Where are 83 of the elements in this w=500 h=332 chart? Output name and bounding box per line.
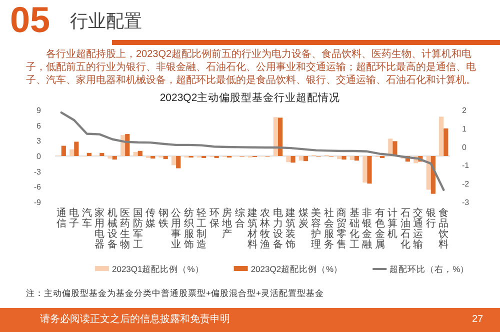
x-tick-label: 公用事业 bbox=[171, 207, 182, 250]
legend-label: 2023Q2超配比例（%） bbox=[250, 264, 343, 274]
x-tick-label: 汽车 bbox=[82, 207, 92, 230]
bar bbox=[342, 156, 346, 160]
text: 05 bbox=[10, 0, 50, 40]
bar bbox=[362, 156, 368, 183]
x-tick-label: 房地产 bbox=[221, 207, 232, 240]
bar bbox=[171, 156, 176, 166]
bar bbox=[354, 156, 360, 161]
y-tick-label: -3 bbox=[34, 167, 42, 176]
bar bbox=[70, 149, 74, 156]
x-tick-label: 美容护理 bbox=[310, 207, 322, 250]
bar bbox=[426, 156, 431, 190]
y2-tick-label: 1 bbox=[462, 124, 467, 134]
bar bbox=[176, 156, 181, 168]
bar bbox=[108, 156, 112, 159]
bar bbox=[278, 118, 283, 156]
x-tick-label: 非银金融 bbox=[361, 207, 372, 250]
bar bbox=[138, 150, 142, 156]
x-tick-label: 有色金属 bbox=[374, 207, 385, 250]
y-tick-label: 3 bbox=[36, 136, 42, 146]
chart-title: 2023Q2主动偏股型基金行业超配情况 bbox=[160, 91, 340, 104]
y-tick-label: -6 bbox=[34, 182, 42, 192]
x-tick-label: 轻工制造 bbox=[196, 207, 207, 250]
bar bbox=[439, 116, 444, 156]
x-tick-label: 机械设备 bbox=[107, 207, 118, 250]
text: 请务必阅读正文之后的信息披露和免责申明 bbox=[40, 314, 230, 326]
x-tick-label: 银行 bbox=[424, 208, 436, 230]
y2-tick-label: -3 bbox=[462, 198, 470, 207]
bar bbox=[298, 156, 304, 161]
bar bbox=[74, 142, 79, 156]
x-tick-label: 电子 bbox=[69, 207, 80, 230]
bar bbox=[290, 156, 296, 163]
y2-tick-label: -2 bbox=[462, 180, 470, 189]
x-tick-label: 纺织服饰 bbox=[182, 207, 194, 250]
text: 注：主动偏股型基金为基金分类中普通股票型+偏股混合型+灵活配置型基金 bbox=[26, 288, 324, 299]
bar bbox=[444, 128, 448, 156]
bar bbox=[133, 152, 138, 156]
x-tick-label: 通信 bbox=[56, 207, 66, 230]
legend-label: 超配环比（右，%） bbox=[390, 264, 470, 274]
x-tick-label: 商贸零售 bbox=[336, 207, 347, 250]
x-tick-label: 建筑材料 bbox=[246, 207, 258, 250]
bar bbox=[61, 146, 66, 156]
x-tick-label: 社会服务 bbox=[324, 207, 334, 250]
x-tick-label: 基础化工 bbox=[348, 207, 360, 250]
x-tick-label: 国防军工 bbox=[132, 208, 143, 250]
y-tick-label: -9 bbox=[34, 198, 42, 207]
x-tick-label: 传媒 bbox=[146, 208, 156, 230]
x-tick-label: 医药生物 bbox=[120, 208, 130, 250]
text: 27 bbox=[472, 314, 484, 326]
y-tick-label: 0 bbox=[36, 152, 42, 161]
bar bbox=[150, 156, 156, 159]
x-tick-label: 家用电器 bbox=[94, 207, 105, 250]
y-tick-label: 9 bbox=[36, 106, 42, 115]
x-tick-label: 食品饮料 bbox=[438, 207, 449, 250]
y-tick-label: 6 bbox=[36, 121, 42, 130]
x-tick-label: 钢铁 bbox=[157, 208, 168, 230]
bar bbox=[273, 117, 278, 156]
x-tick-label: 石油石化 bbox=[400, 208, 410, 250]
bar bbox=[350, 156, 354, 160]
bar bbox=[100, 152, 104, 156]
bar bbox=[286, 156, 291, 162]
y2-tick-label: 2 bbox=[462, 106, 467, 115]
x-tick-label: 计算机 bbox=[388, 207, 398, 240]
bar bbox=[86, 152, 92, 156]
x-tick-label: 电力设备 bbox=[272, 207, 283, 250]
line-series bbox=[60, 111, 445, 191]
bar bbox=[337, 156, 342, 160]
x-tick-label: 煤炭 bbox=[298, 207, 308, 230]
x-tick-label: 环保 bbox=[209, 208, 220, 230]
x-tick-label: 建筑装饰 bbox=[284, 207, 296, 250]
bar bbox=[112, 156, 117, 160]
text: 行业配置 bbox=[70, 10, 142, 32]
bar bbox=[163, 156, 168, 160]
y2-tick-label: -1 bbox=[462, 161, 470, 170]
x-tick-label: 农林牧渔 bbox=[259, 208, 270, 250]
legend-label: 2023Q1超配比例（%） bbox=[112, 264, 204, 274]
chart-subtitle: 各行业超配持股上，2023Q2超配比例前五的行业为电力设备、食品饮料、医药生物、计算机和电子，低配前五的行业为银行、非银金融、石油石化、公用事业和交通运输；超配环比最高的是通信、电子、汽车、家用电器和机械设备，超配环比最低的是食品饮料、银行、交通运输、石油石化和计算机。 bbox=[26, 48, 476, 87]
y2-tick-label: 0 bbox=[462, 142, 467, 152]
x-tick-label: 综合 bbox=[234, 207, 245, 230]
bar bbox=[303, 156, 308, 162]
bar bbox=[367, 156, 372, 184]
x-tick-label: 交通运输 bbox=[413, 207, 424, 250]
